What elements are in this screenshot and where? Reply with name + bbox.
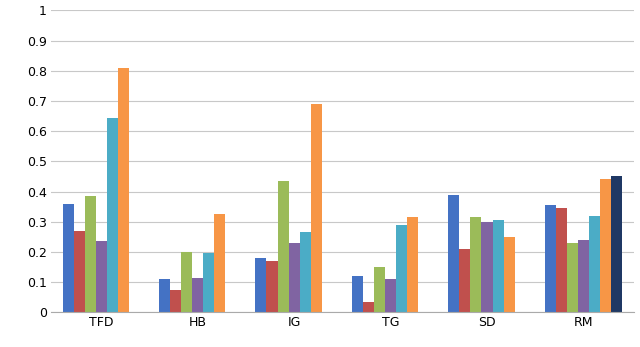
Bar [460, 249, 470, 312]
Bar [300, 232, 311, 312]
Bar [481, 222, 493, 312]
Bar [107, 118, 118, 312]
Bar [118, 68, 129, 312]
Bar [266, 261, 278, 312]
Bar [192, 278, 204, 312]
Bar [611, 176, 622, 312]
Bar [363, 302, 374, 312]
Bar [600, 179, 611, 312]
Bar [493, 220, 504, 312]
Bar [567, 243, 578, 312]
Bar [181, 252, 192, 312]
Bar [470, 217, 481, 312]
Bar [214, 214, 225, 312]
Bar [545, 205, 556, 312]
Bar [63, 204, 74, 312]
Bar [74, 231, 84, 312]
Bar [352, 276, 363, 312]
Bar [578, 240, 589, 312]
Bar [556, 208, 567, 312]
Bar [96, 242, 107, 312]
Bar [396, 225, 407, 312]
Bar [84, 196, 96, 312]
Bar [407, 217, 419, 312]
Bar [448, 195, 460, 312]
Bar [589, 216, 600, 312]
Bar [385, 279, 396, 312]
Bar [374, 267, 385, 312]
Bar [289, 243, 300, 312]
Bar [159, 279, 170, 312]
Bar [311, 104, 322, 312]
Bar [504, 237, 515, 312]
Bar [255, 258, 266, 312]
Bar [204, 253, 214, 312]
Bar [278, 181, 289, 312]
Bar [170, 290, 181, 312]
